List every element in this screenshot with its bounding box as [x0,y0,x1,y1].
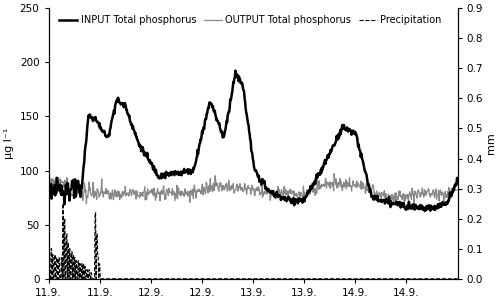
Line: Precipitation: Precipitation [48,38,458,279]
Precipitation [454,277,460,281]
OUTPUT Total phosphorus [46,182,52,186]
Precipitation [306,277,312,281]
OUTPUT Total phosphorus [331,172,337,175]
Precipitation [284,277,290,281]
OUTPUT Total phosphorus [306,193,312,196]
Line: OUTPUT Total phosphorus: OUTPUT Total phosphorus [48,174,458,206]
Precipitation [46,37,52,40]
INPUT Total phosphorus [306,190,312,193]
OUTPUT Total phosphorus [398,194,404,198]
Precipitation [71,277,77,281]
INPUT Total phosphorus [284,199,290,203]
Precipitation [294,277,300,281]
OUTPUT Total phosphorus [356,185,362,188]
INPUT Total phosphorus [454,177,460,181]
INPUT Total phosphorus [398,201,404,205]
OUTPUT Total phosphorus [294,194,300,198]
INPUT Total phosphorus [294,199,300,203]
INPUT Total phosphorus [356,147,362,151]
INPUT Total phosphorus [70,178,76,182]
INPUT Total phosphorus [422,209,428,213]
Y-axis label: mm: mm [486,133,496,154]
INPUT Total phosphorus [232,69,238,72]
OUTPUT Total phosphorus [70,193,76,197]
Precipitation [46,277,52,281]
Y-axis label: μg l⁻¹: μg l⁻¹ [4,128,14,159]
Precipitation [356,277,362,281]
Line: INPUT Total phosphorus: INPUT Total phosphorus [48,71,458,211]
OUTPUT Total phosphorus [440,204,446,207]
OUTPUT Total phosphorus [283,189,289,192]
INPUT Total phosphorus [46,193,52,197]
Precipitation [398,277,404,281]
OUTPUT Total phosphorus [454,188,460,192]
Legend: INPUT Total phosphorus, OUTPUT Total phosphorus, Precipitation: INPUT Total phosphorus, OUTPUT Total pho… [58,13,444,27]
